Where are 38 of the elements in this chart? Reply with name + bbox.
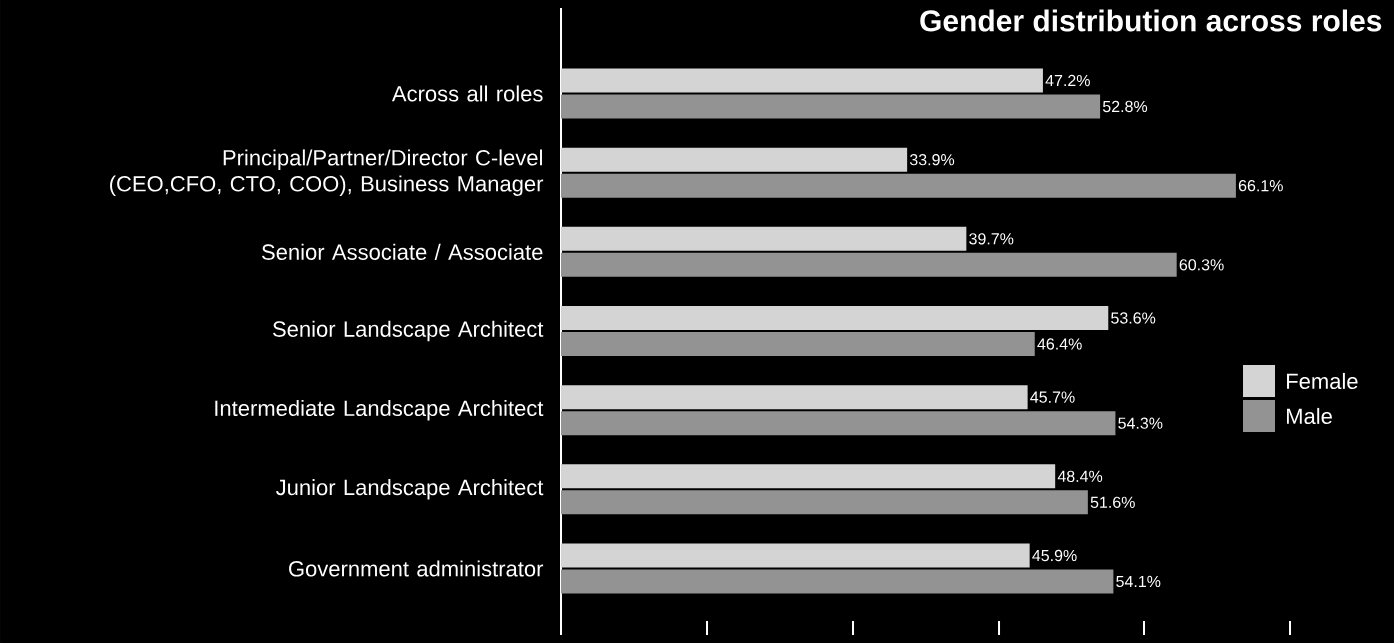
data-label: 45.9%	[1032, 549, 1077, 562]
bar	[561, 490, 1088, 515]
y-tick-label: Senior Associate / Associate	[262, 243, 543, 260]
bar	[561, 173, 1236, 198]
data-label: 46.4%	[1037, 338, 1082, 350]
bar	[561, 464, 1056, 489]
bar	[561, 569, 1114, 594]
legend-label: Male	[1287, 407, 1332, 425]
chart-title: Gender distribution across roles	[920, 9, 1382, 32]
data-label: 54.1%	[1116, 575, 1161, 588]
bar	[561, 543, 1030, 568]
data-label: 51.6%	[1090, 496, 1135, 508]
y-tick-label: Government administrator	[289, 560, 544, 577]
data-label: 45.7%	[1030, 391, 1075, 403]
bar	[561, 147, 908, 172]
legend-label: Female	[1287, 372, 1358, 390]
data-label: 47.2%	[1045, 74, 1090, 87]
data-label: 60.3%	[1179, 259, 1224, 271]
bar	[561, 226, 967, 251]
y-tick-label: Principal/Partner/Director C-level (CEO,CFO, CTO, COO), Business Manager	[110, 149, 544, 196]
bar	[561, 68, 1043, 93]
data-label: 33.9%	[909, 154, 955, 166]
bar	[561, 331, 1035, 356]
bar	[561, 411, 1116, 436]
data-label: 39.7%	[969, 233, 1014, 245]
y-tick-label: Junior Landscape Architect	[276, 479, 544, 500]
data-label: 66.1%	[1238, 179, 1283, 192]
data-label: 52.8%	[1102, 100, 1148, 113]
bar	[561, 305, 1109, 330]
y-tick-label: Intermediate Landscape Architect	[215, 399, 544, 421]
data-label: 54.3%	[1118, 417, 1163, 429]
y-tick-label: Senior Landscape Architect	[273, 320, 544, 342]
data-label: 48.4%	[1057, 470, 1103, 482]
data-label: 53.6%	[1111, 312, 1156, 324]
bar	[561, 385, 1028, 410]
bar	[561, 94, 1101, 119]
y-tick-label: Across all roles	[391, 85, 543, 102]
bar	[561, 252, 1177, 277]
